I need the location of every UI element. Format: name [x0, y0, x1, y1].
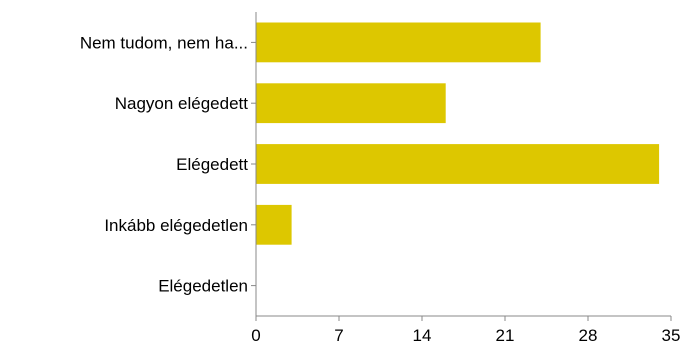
bar: [256, 144, 660, 184]
x-tick-label: 28: [579, 326, 598, 345]
bar: [256, 204, 292, 245]
category-label: Elégedetlen: [158, 277, 248, 296]
category-label: Nem tudom, nem ha...: [80, 33, 248, 52]
category-label: Nagyon elégedett: [115, 94, 249, 113]
x-tick-label: 0: [251, 326, 260, 345]
x-axis-ticks: 0 7 14 21 28 35: [251, 316, 680, 345]
y-axis-ticks: Nem tudom, nem ha... Nagyon elégedett Elég…: [80, 33, 256, 296]
x-tick-label: 35: [662, 326, 681, 345]
bars-group: [256, 22, 660, 245]
x-tick-label: 21: [496, 326, 515, 345]
x-tick-label: 14: [413, 326, 432, 345]
x-tick-label: 7: [334, 326, 343, 345]
category-label: Elégedett: [176, 155, 248, 174]
bar: [256, 22, 541, 63]
category-label: Inkább elégedetlen: [104, 216, 248, 235]
bar: [256, 83, 446, 124]
